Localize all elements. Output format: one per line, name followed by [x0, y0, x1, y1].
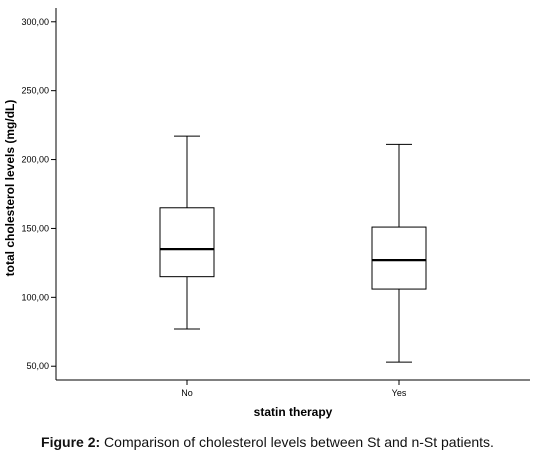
y-tick-label: 250,00 [21, 86, 49, 96]
caption-text: Comparison of cholesterol levels between… [100, 434, 494, 450]
y-axis-title: total cholesterol levels (mg/dL) [3, 100, 17, 277]
boxes [159, 135, 427, 363]
y-tick-label: 150,00 [21, 223, 49, 233]
iqr-box [159, 207, 215, 278]
box-plot: 50,00 100,00 150,00 200,00 250,00 300,00 No Ye… [3, 8, 530, 419]
y-tick-label: 300,00 [21, 17, 49, 27]
y-axis: 50,00 100,00 150,00 200,00 250,00 300,00 [21, 8, 57, 380]
figure-caption: Figure 2: Comparison of cholesterol leve… [0, 434, 535, 450]
caption-label: Figure 2: [41, 434, 101, 450]
x-tick-label: Yes [392, 388, 407, 398]
x-axis: No Yes [56, 379, 530, 398]
y-tick-label: 200,00 [21, 155, 49, 165]
y-tick-label: 50,00 [26, 361, 49, 371]
box-no [159, 135, 215, 330]
x-tick-label: No [181, 388, 193, 398]
iqr-box [371, 226, 427, 290]
y-tick-label: 100,00 [21, 292, 49, 302]
box-yes [371, 143, 427, 363]
x-axis-title: statin therapy [254, 405, 333, 419]
